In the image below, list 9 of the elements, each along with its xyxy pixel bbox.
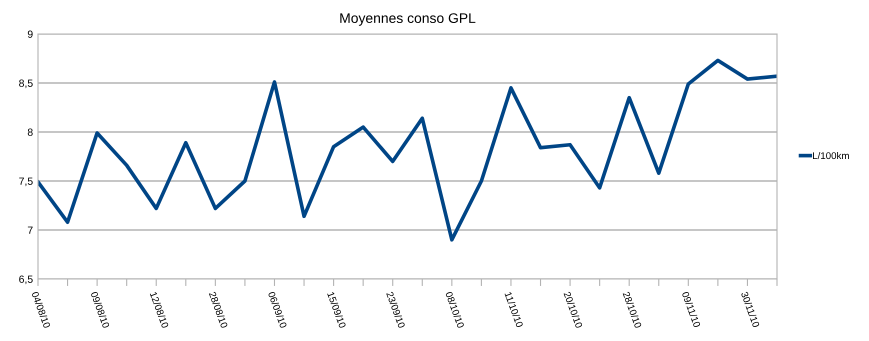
y-tick-label: 6,5 <box>19 276 33 284</box>
y-tick-label: 8,5 <box>19 80 33 88</box>
y-tick-label: 8 <box>28 128 33 136</box>
y-tick-label: 7,5 <box>19 178 33 186</box>
y-tick-label: 9 <box>28 30 33 38</box>
chart-title: Moyennes conso GPL <box>340 13 476 26</box>
y-tick-label: 7 <box>28 226 33 234</box>
line-series <box>38 58 777 242</box>
legend-label: L/100km <box>812 152 849 160</box>
